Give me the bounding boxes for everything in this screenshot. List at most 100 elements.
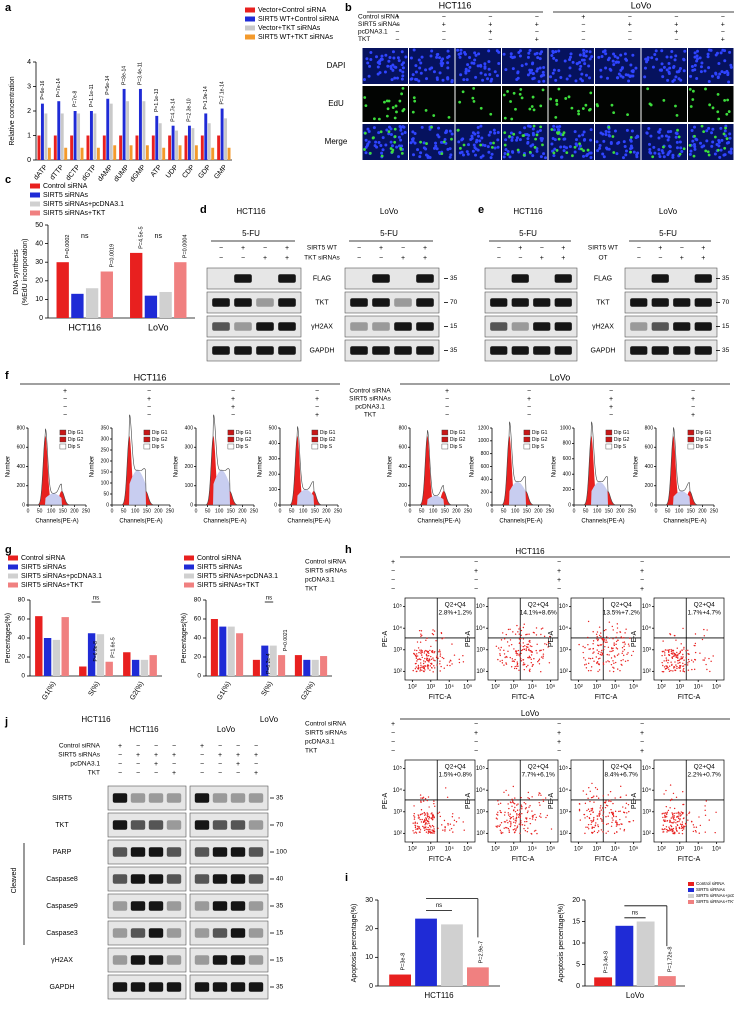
event-dot [609, 670, 611, 672]
event-dot [540, 670, 542, 673]
event-dot [672, 670, 674, 672]
x-tick-label: 250 [250, 508, 259, 514]
nucleus [399, 138, 403, 142]
band [148, 847, 164, 857]
nucleus [602, 155, 606, 159]
quadrant-label: Q2+Q4 [611, 764, 633, 771]
event-dot [499, 824, 501, 826]
nucleus [481, 78, 485, 82]
legend-swatch [441, 436, 449, 443]
event-dot [680, 825, 683, 828]
event-dot [596, 649, 598, 651]
edu-cell [702, 130, 706, 134]
row-label: FLAG [313, 275, 331, 282]
band [248, 820, 264, 830]
histogram [280, 426, 338, 506]
nucleus [665, 68, 669, 72]
event-dot [419, 818, 421, 821]
event-dot [499, 649, 501, 651]
event-dot [420, 633, 422, 635]
sign: + [527, 396, 531, 403]
sign: + [401, 255, 405, 262]
edu-cell [700, 124, 704, 128]
nucleus [516, 71, 520, 75]
nucleus [520, 64, 524, 68]
nucleus [511, 150, 515, 154]
nucleus [496, 145, 500, 149]
event-dot [681, 821, 684, 823]
event-dot [426, 657, 428, 659]
nucleus [669, 55, 673, 59]
nucleus [391, 63, 395, 67]
event-dot [613, 642, 615, 644]
nucleus [528, 68, 532, 72]
legend-label: Dip G2 [236, 437, 252, 443]
legend-swatch [605, 443, 613, 450]
band [112, 847, 128, 857]
edu-cell [723, 146, 727, 150]
nucleus [536, 56, 540, 60]
edu-cell [557, 137, 561, 141]
nucleus [626, 73, 630, 77]
micrograph-bg [502, 86, 548, 122]
event-dot [676, 653, 678, 656]
event-dot [607, 646, 610, 648]
quadrant-label: Q2+Q4 [528, 764, 550, 771]
event-dot [504, 656, 506, 659]
event-dot [519, 809, 521, 811]
event-dot [688, 811, 691, 813]
nucleus [473, 132, 477, 136]
nucleus [651, 65, 655, 69]
event-dot [510, 822, 512, 825]
legend-label: SIRT5 siRNAs [43, 192, 88, 199]
event-dot [625, 794, 627, 796]
y-tick-label: 100 [269, 487, 278, 493]
sign: − [231, 388, 235, 395]
sign: − [263, 245, 267, 252]
nucleus [597, 55, 601, 59]
x-tick-label: 10² [491, 847, 500, 853]
y-tick-label: 350 [101, 425, 110, 431]
y-tick-label: 40 [18, 635, 26, 642]
event-dot [605, 816, 607, 818]
sign: + [154, 752, 158, 759]
edu-cell [372, 136, 375, 140]
nucleus [390, 78, 394, 82]
event-dot [601, 637, 603, 640]
nucleus [542, 66, 546, 70]
nucleus [531, 127, 535, 131]
nucleus [631, 53, 635, 57]
nucleus [487, 67, 491, 71]
sign: + [518, 245, 522, 252]
y-axis-label: PE-A [465, 793, 472, 810]
sign: − [218, 743, 222, 750]
event-dot [441, 638, 443, 640]
sign: + [254, 752, 258, 759]
micrograph-bg [409, 86, 455, 122]
sign: − [609, 388, 613, 395]
nucleus [409, 56, 413, 60]
event-dot [608, 661, 610, 663]
y-tick-label: 800 [17, 425, 26, 431]
x-tick-label: 100 [675, 508, 684, 514]
event-dot [429, 830, 431, 833]
event-dot [414, 649, 416, 651]
event-dot [523, 668, 525, 671]
bar [86, 135, 90, 160]
edu-cell [401, 86, 405, 90]
event-dot [584, 817, 586, 819]
event-dot [449, 823, 452, 825]
event-dot [687, 819, 689, 821]
nucleus [518, 138, 522, 142]
edu-cell [724, 126, 727, 130]
y-tick-label: 10² [393, 831, 402, 837]
nucleus [411, 130, 415, 134]
y-axis-label: Apoptosis percentage(%) [558, 904, 565, 983]
sign: + [640, 586, 644, 593]
event-dot [526, 817, 528, 819]
edu-cell [502, 93, 506, 97]
nucleus [582, 154, 586, 158]
legend-label: Dip S [320, 444, 333, 450]
event-dot [430, 645, 432, 648]
nucleus [674, 135, 678, 139]
